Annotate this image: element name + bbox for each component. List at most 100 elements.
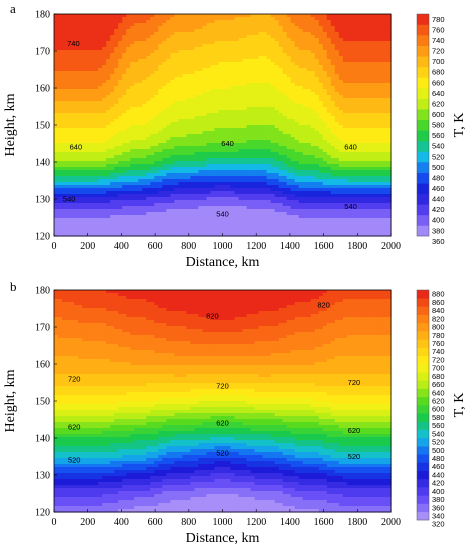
temperature-cell bbox=[218, 20, 224, 24]
temperature-cell bbox=[302, 116, 308, 120]
temperature-cell bbox=[122, 107, 127, 111]
temperature-cell bbox=[86, 170, 91, 174]
temperature-cell bbox=[210, 182, 216, 186]
temperature-cell bbox=[246, 77, 252, 81]
temperature-cell bbox=[338, 56, 344, 60]
temperature-cell bbox=[374, 92, 380, 96]
temperature-cell bbox=[130, 14, 135, 18]
temperature-cell bbox=[374, 173, 380, 177]
temperature-cell bbox=[226, 125, 232, 129]
temperature-cell bbox=[90, 119, 95, 123]
temperature-cell bbox=[266, 35, 272, 39]
temperature-cell bbox=[130, 86, 135, 90]
temperature-cell bbox=[178, 14, 183, 18]
temperature-cell bbox=[138, 23, 143, 27]
temperature-cell bbox=[362, 125, 368, 129]
temperature-cell bbox=[238, 32, 244, 36]
temperature-cell bbox=[286, 173, 292, 177]
temperature-cell bbox=[314, 188, 320, 192]
temperature-cell bbox=[158, 41, 163, 45]
temperature-cell bbox=[322, 125, 328, 129]
temperature-cell bbox=[342, 47, 348, 51]
temperature-cell bbox=[162, 188, 167, 192]
temperature-cell bbox=[94, 116, 99, 120]
temperature-cell bbox=[134, 128, 139, 132]
temperature-cell bbox=[226, 83, 232, 87]
temperature-cell bbox=[262, 155, 268, 159]
temperature-cell bbox=[102, 155, 107, 159]
temperature-cell bbox=[322, 110, 328, 114]
temperature-cell bbox=[370, 167, 376, 171]
temperature-cell bbox=[234, 41, 240, 45]
temperature-cell bbox=[222, 143, 228, 147]
temperature-cell bbox=[54, 44, 59, 48]
temperature-cell bbox=[378, 119, 384, 123]
temperature-cell bbox=[294, 167, 300, 171]
temperature-cell bbox=[114, 179, 119, 183]
temperature-cell bbox=[366, 44, 372, 48]
temperature-cell bbox=[98, 80, 103, 84]
temperature-cell bbox=[206, 92, 212, 96]
temperature-cell bbox=[230, 50, 236, 54]
temperature-cell bbox=[366, 155, 372, 159]
temperature-cell bbox=[302, 143, 308, 147]
temperature-cell bbox=[142, 104, 147, 108]
temperature-cell bbox=[194, 113, 200, 117]
temperature-cell bbox=[234, 77, 240, 81]
temperature-cell bbox=[314, 122, 320, 126]
temperature-cell bbox=[166, 161, 171, 165]
temperature-cell bbox=[118, 95, 123, 99]
temperature-cell bbox=[174, 44, 179, 48]
temperature-cell bbox=[302, 182, 308, 186]
temperature-cell bbox=[234, 98, 240, 102]
temperature-cell bbox=[234, 14, 240, 18]
temperature-cell bbox=[250, 50, 256, 54]
temperature-cell bbox=[370, 119, 376, 123]
temperature-cell bbox=[382, 161, 388, 165]
temperature-cell bbox=[366, 119, 372, 123]
temperature-cell bbox=[170, 170, 175, 174]
temperature-cell bbox=[138, 146, 143, 150]
temperature-cell bbox=[146, 50, 151, 54]
temperature-cell bbox=[250, 44, 256, 48]
temperature-cell bbox=[270, 17, 276, 21]
temperature-cell bbox=[342, 17, 348, 21]
temperature-cell bbox=[174, 32, 179, 36]
temperature-cell bbox=[134, 71, 139, 75]
temperature-cell bbox=[54, 104, 59, 108]
temperature-cell bbox=[162, 29, 167, 33]
temperature-cell bbox=[346, 20, 352, 24]
temperature-cell bbox=[254, 137, 260, 141]
temperature-cell bbox=[62, 137, 67, 141]
temperature-cell bbox=[206, 41, 212, 45]
temperature-cell bbox=[186, 92, 191, 96]
temperature-cell bbox=[242, 140, 248, 144]
temperature-cell bbox=[134, 191, 139, 195]
temperature-cell bbox=[74, 23, 79, 27]
temperature-cell bbox=[122, 101, 127, 105]
temperature-cell bbox=[278, 14, 284, 18]
temperature-cell bbox=[178, 89, 183, 93]
temperature-cell bbox=[286, 152, 292, 156]
temperature-cell bbox=[166, 47, 171, 51]
temperature-cell bbox=[322, 176, 328, 180]
temperature-cell bbox=[218, 92, 224, 96]
temperature-cell bbox=[266, 92, 272, 96]
temperature-cell bbox=[382, 29, 388, 33]
temperature-cell bbox=[302, 146, 308, 150]
temperature-cell bbox=[206, 146, 212, 150]
temperature-cell bbox=[138, 92, 143, 96]
temperature-cell bbox=[258, 95, 264, 99]
temperature-cell bbox=[374, 137, 380, 141]
temperature-cell bbox=[154, 35, 159, 39]
temperature-cell bbox=[322, 89, 328, 93]
temperature-cell bbox=[138, 113, 143, 117]
temperature-cell bbox=[114, 26, 119, 30]
temperature-cell bbox=[174, 101, 179, 105]
temperature-cell bbox=[150, 65, 155, 69]
temperature-cell bbox=[114, 110, 119, 114]
temperature-cell bbox=[262, 152, 268, 156]
temperature-cell bbox=[214, 68, 220, 72]
temperature-cell bbox=[342, 131, 348, 135]
temperature-cell bbox=[186, 65, 191, 69]
